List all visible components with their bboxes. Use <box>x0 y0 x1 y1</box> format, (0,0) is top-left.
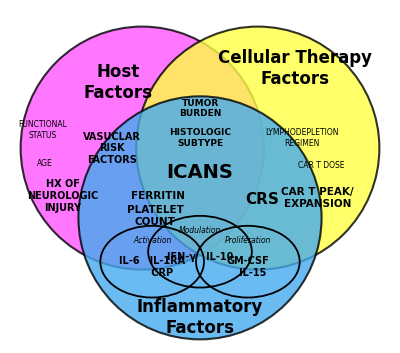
Text: HISTOLOGIC
SUBTYPE: HISTOLOGIC SUBTYPE <box>169 128 231 148</box>
Text: GM-CSF
   IL-15: GM-CSF IL-15 <box>226 256 269 278</box>
Text: HX OF
NEUROLOGIC
INJURY: HX OF NEUROLOGIC INJURY <box>27 179 98 213</box>
Text: LYMPHODEPLETION
REGIMEN: LYMPHODEPLETION REGIMEN <box>265 128 338 148</box>
Text: IL-6   IL-1RA
      CRP: IL-6 IL-1RA CRP <box>119 256 185 278</box>
Text: FERRITIN: FERRITIN <box>131 191 185 201</box>
Text: AGE: AGE <box>36 158 52 168</box>
Text: Host
Factors: Host Factors <box>84 63 153 102</box>
Circle shape <box>136 26 379 270</box>
Text: FUNCTIONAL
STATUS: FUNCTIONAL STATUS <box>18 120 67 140</box>
Text: Proliferation: Proliferation <box>225 236 271 245</box>
Circle shape <box>21 26 264 270</box>
Text: TUMOR
BURDEN: TUMOR BURDEN <box>179 98 221 118</box>
Text: Cellular Therapy
Factors: Cellular Therapy Factors <box>218 49 372 88</box>
Text: IFN-γ   IL-10: IFN-γ IL-10 <box>167 252 233 262</box>
Text: CAR T PEAK/
EXPANSION: CAR T PEAK/ EXPANSION <box>281 187 354 209</box>
Text: Modulation: Modulation <box>179 226 221 235</box>
Text: VASUCLAR
RISK
FACTORS: VASUCLAR RISK FACTORS <box>83 132 141 165</box>
Circle shape <box>78 96 322 339</box>
Text: Inflammatory
Factors: Inflammatory Factors <box>137 298 263 337</box>
Text: ICANS: ICANS <box>166 162 234 181</box>
Text: CAR T DOSE: CAR T DOSE <box>298 161 345 169</box>
Text: Activation: Activation <box>133 236 171 245</box>
Text: CRS: CRS <box>245 192 279 208</box>
Text: PLATELET
COUNT: PLATELET COUNT <box>127 205 184 227</box>
